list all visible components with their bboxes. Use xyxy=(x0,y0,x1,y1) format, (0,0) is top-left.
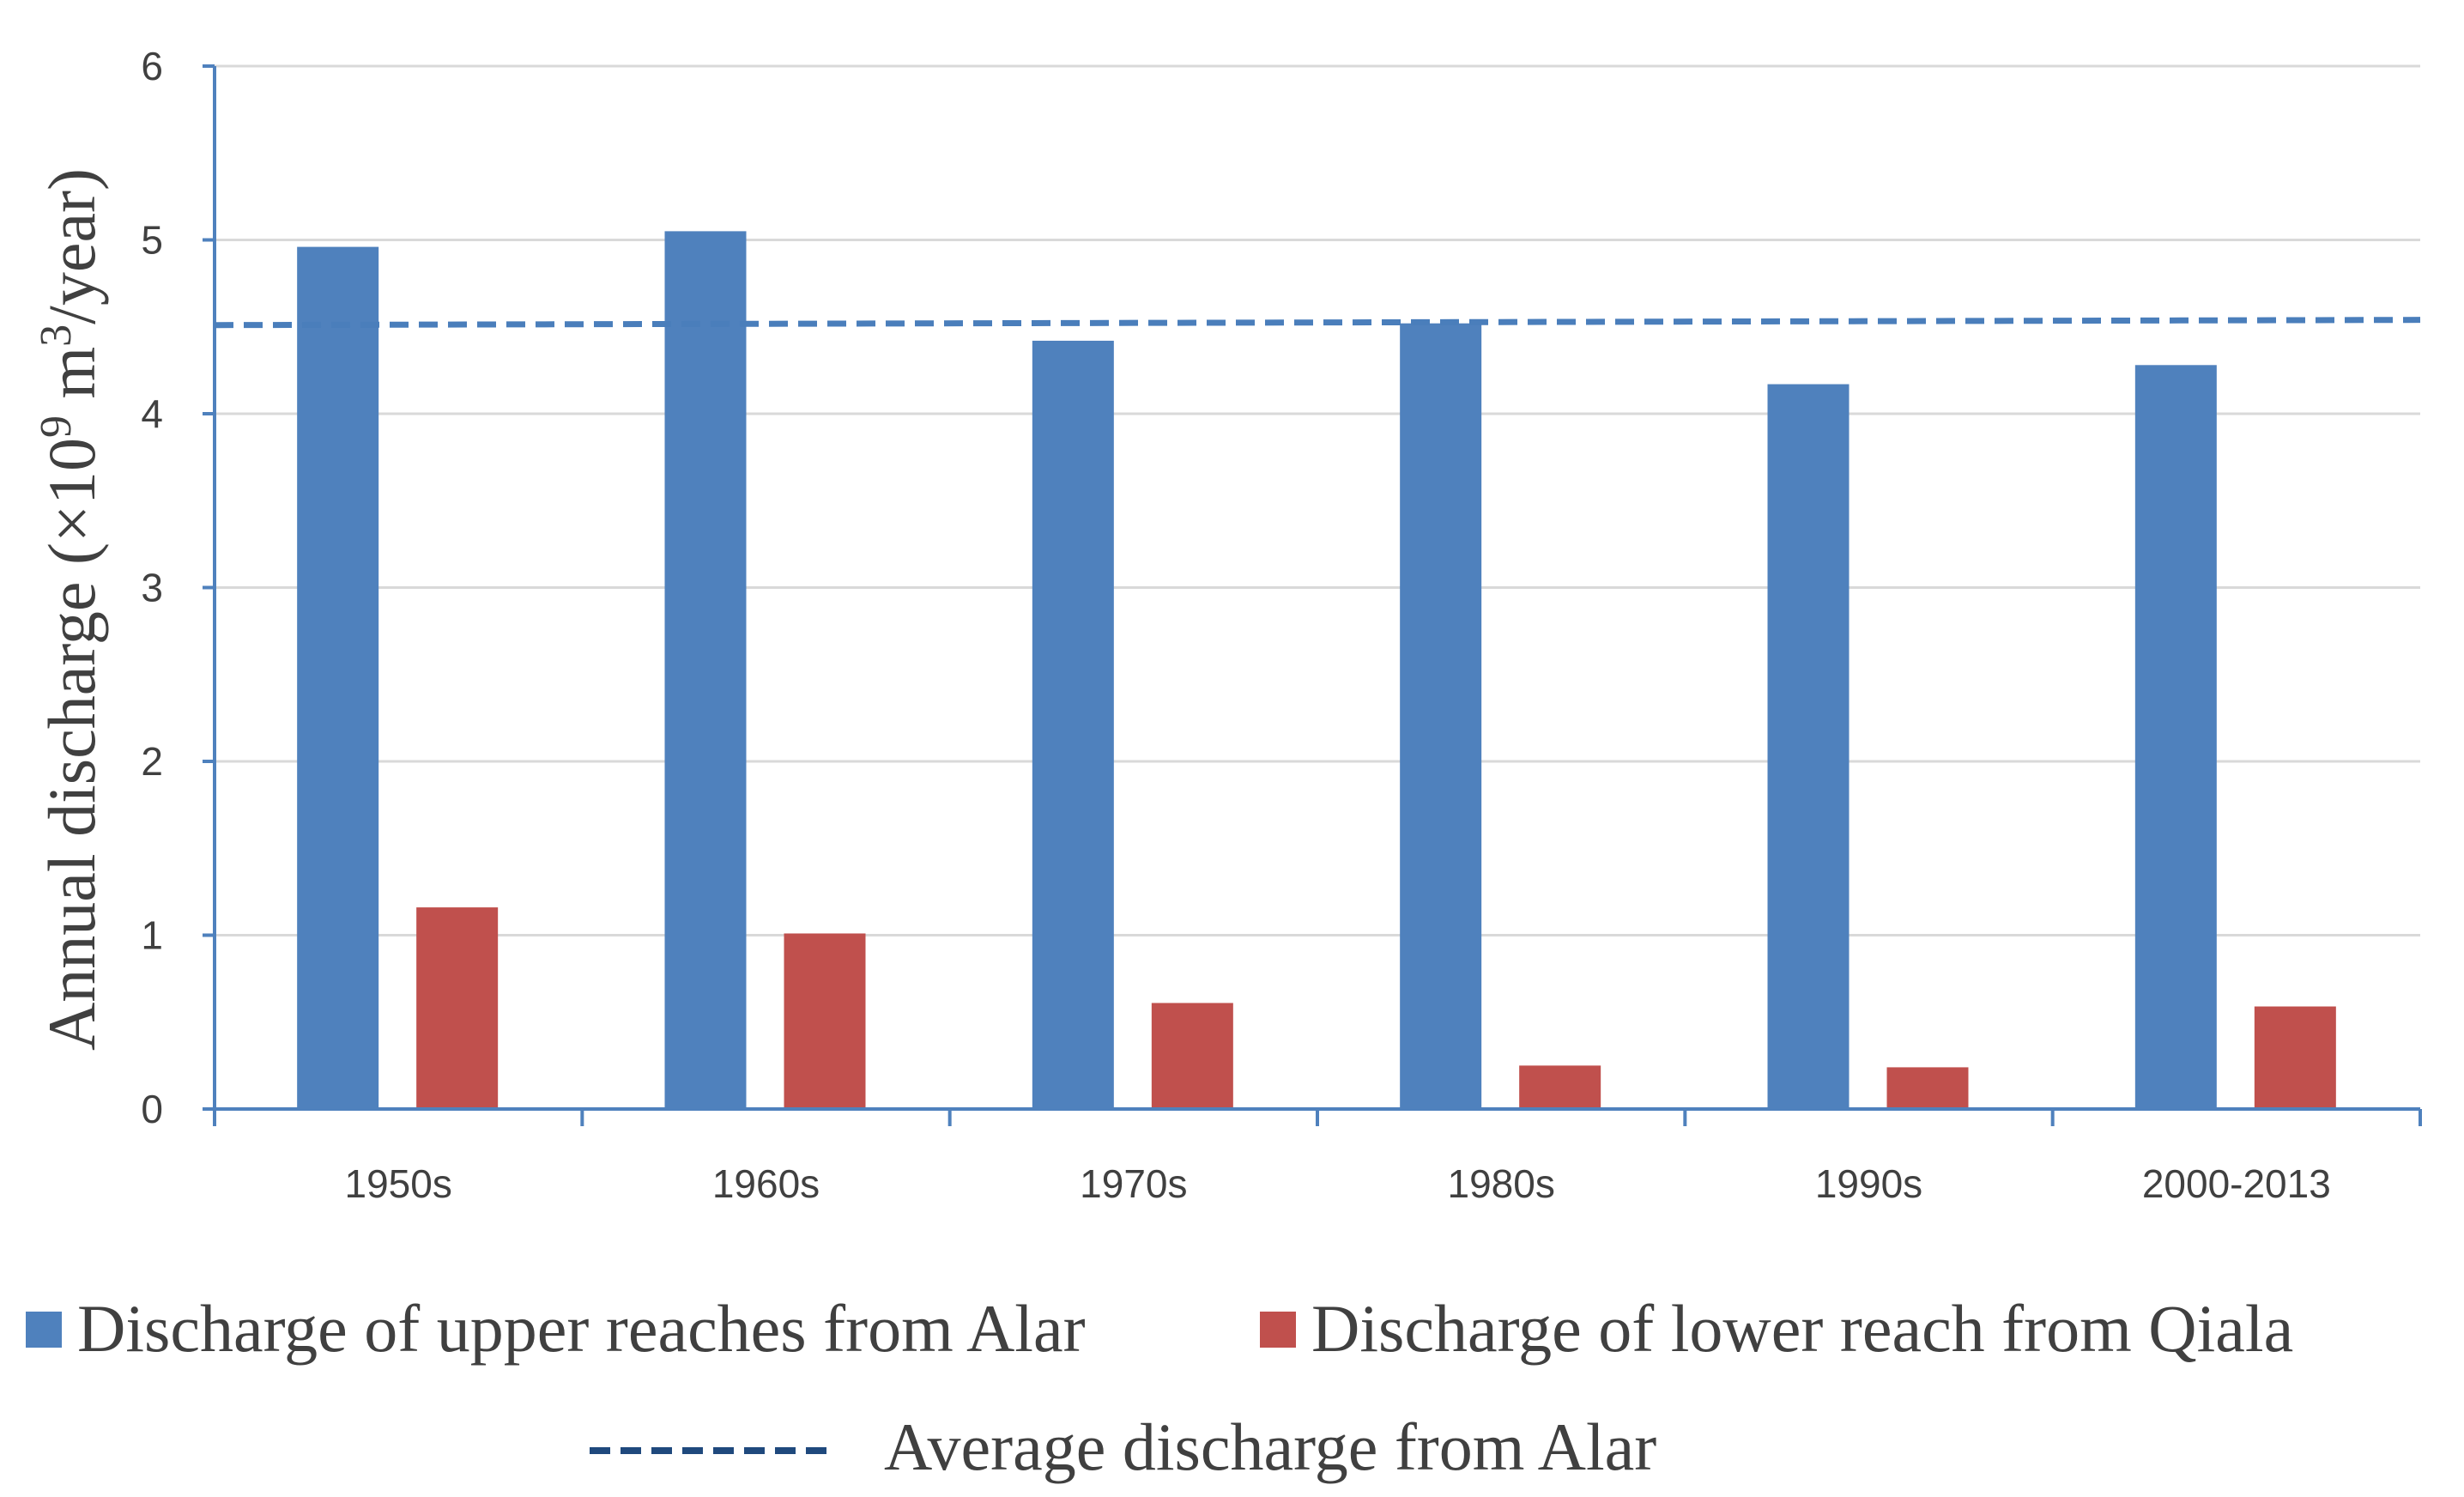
y-axis-label: Annual discharge (×109 m3/year) xyxy=(32,168,110,1051)
bar-upper-1970s xyxy=(1032,340,1114,1109)
bar-lower-1990s xyxy=(1886,1067,1969,1109)
axes xyxy=(203,64,2422,1126)
legend-swatch-lower xyxy=(1260,1312,1296,1348)
bar-lower-2000-2013 xyxy=(2254,1006,2336,1109)
y-axis-label-main: Annual discharge (×10 xyxy=(34,438,109,1051)
x-tick-label: 1980s xyxy=(1447,1161,1554,1206)
x-tick-label: 1950s xyxy=(344,1161,451,1206)
x-tick-labels: 1950s 1960s 1970s 1980s 1990s 2000-2013 xyxy=(344,1161,2330,1206)
y-tick-labels: 0 1 2 3 4 5 6 xyxy=(141,44,163,1131)
reference-line-group xyxy=(214,317,2421,329)
y-axis-label-end: /year) xyxy=(34,168,109,324)
bar-upper-1990s xyxy=(1767,384,1850,1109)
x-tick-label: 1970s xyxy=(1080,1161,1187,1206)
y-tick-label: 5 xyxy=(141,218,163,263)
x-tick-label: 2000-2013 xyxy=(2142,1161,2331,1206)
legend-swatch-upper xyxy=(26,1312,62,1348)
legend-label-average: Average discharge from Alar xyxy=(884,1409,1656,1484)
x-tick-label: 1960s xyxy=(712,1161,820,1206)
y-axis-label-exp2: 3 xyxy=(32,324,81,347)
bars xyxy=(297,231,2336,1110)
bar-lower-1950s xyxy=(416,907,499,1109)
bar-upper-1950s xyxy=(297,246,379,1110)
bar-lower-1970s xyxy=(1151,1003,1233,1109)
y-tick-label: 6 xyxy=(141,44,163,88)
y-tick-label: 4 xyxy=(141,391,163,436)
y-tick-label: 0 xyxy=(141,1087,163,1131)
y-tick-label: 1 xyxy=(141,913,163,958)
bar-upper-2000-2013 xyxy=(2134,365,2217,1109)
legend-label-lower: Discharge of lower reach from Qiala xyxy=(1311,1291,2293,1366)
average-discharge-line xyxy=(214,317,2421,329)
bar-lower-1980s xyxy=(1519,1065,1601,1109)
legend-label-upper: Discharge of upper reaches from Alar xyxy=(77,1291,1086,1366)
x-tick-label: 1990s xyxy=(1815,1161,1922,1206)
bar-upper-1980s xyxy=(1400,323,1482,1109)
legend: Discharge of upper reaches from Alar Dis… xyxy=(26,1291,2293,1484)
y-axis-label-mid: m xyxy=(34,347,109,415)
bar-upper-1960s xyxy=(664,231,747,1109)
gridlines xyxy=(215,64,2420,936)
y-tick-label: 2 xyxy=(141,739,163,784)
y-axis-label-exp1: 9 xyxy=(32,415,81,438)
y-tick-label: 3 xyxy=(141,566,163,610)
bar-lower-1960s xyxy=(784,933,866,1109)
